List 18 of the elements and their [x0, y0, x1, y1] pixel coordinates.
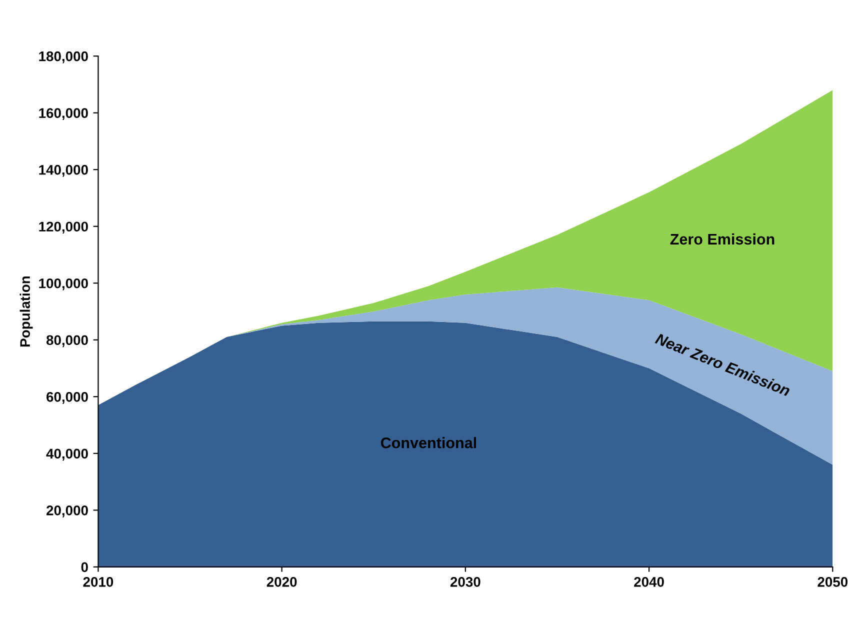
series-label: Zero Emission: [670, 233, 774, 245]
x-tick-label: 2020: [266, 577, 297, 587]
x-tick-label: 2050: [818, 577, 848, 587]
y-tick-label: 120,000: [39, 222, 88, 234]
y-tick-label: 20,000: [46, 506, 88, 518]
y-tick-label: 100,000: [39, 278, 88, 290]
y-tick-label: 60,000: [46, 392, 88, 404]
x-tick-label: 2040: [634, 577, 664, 587]
x-tick-label: 2030: [450, 577, 480, 587]
y-tick-label: 40,000: [46, 448, 88, 461]
y-tick-label: 180,000: [39, 51, 88, 64]
y-tick-label: 80,000: [46, 335, 88, 348]
x-tick-label: 2010: [83, 577, 114, 587]
y-axis-title: Population: [20, 276, 33, 346]
y-tick-label: 0: [81, 562, 88, 572]
y-tick-label: 160,000: [39, 108, 88, 120]
y-tick-label: 140,000: [39, 164, 88, 177]
series-label: Conventional: [380, 437, 476, 448]
